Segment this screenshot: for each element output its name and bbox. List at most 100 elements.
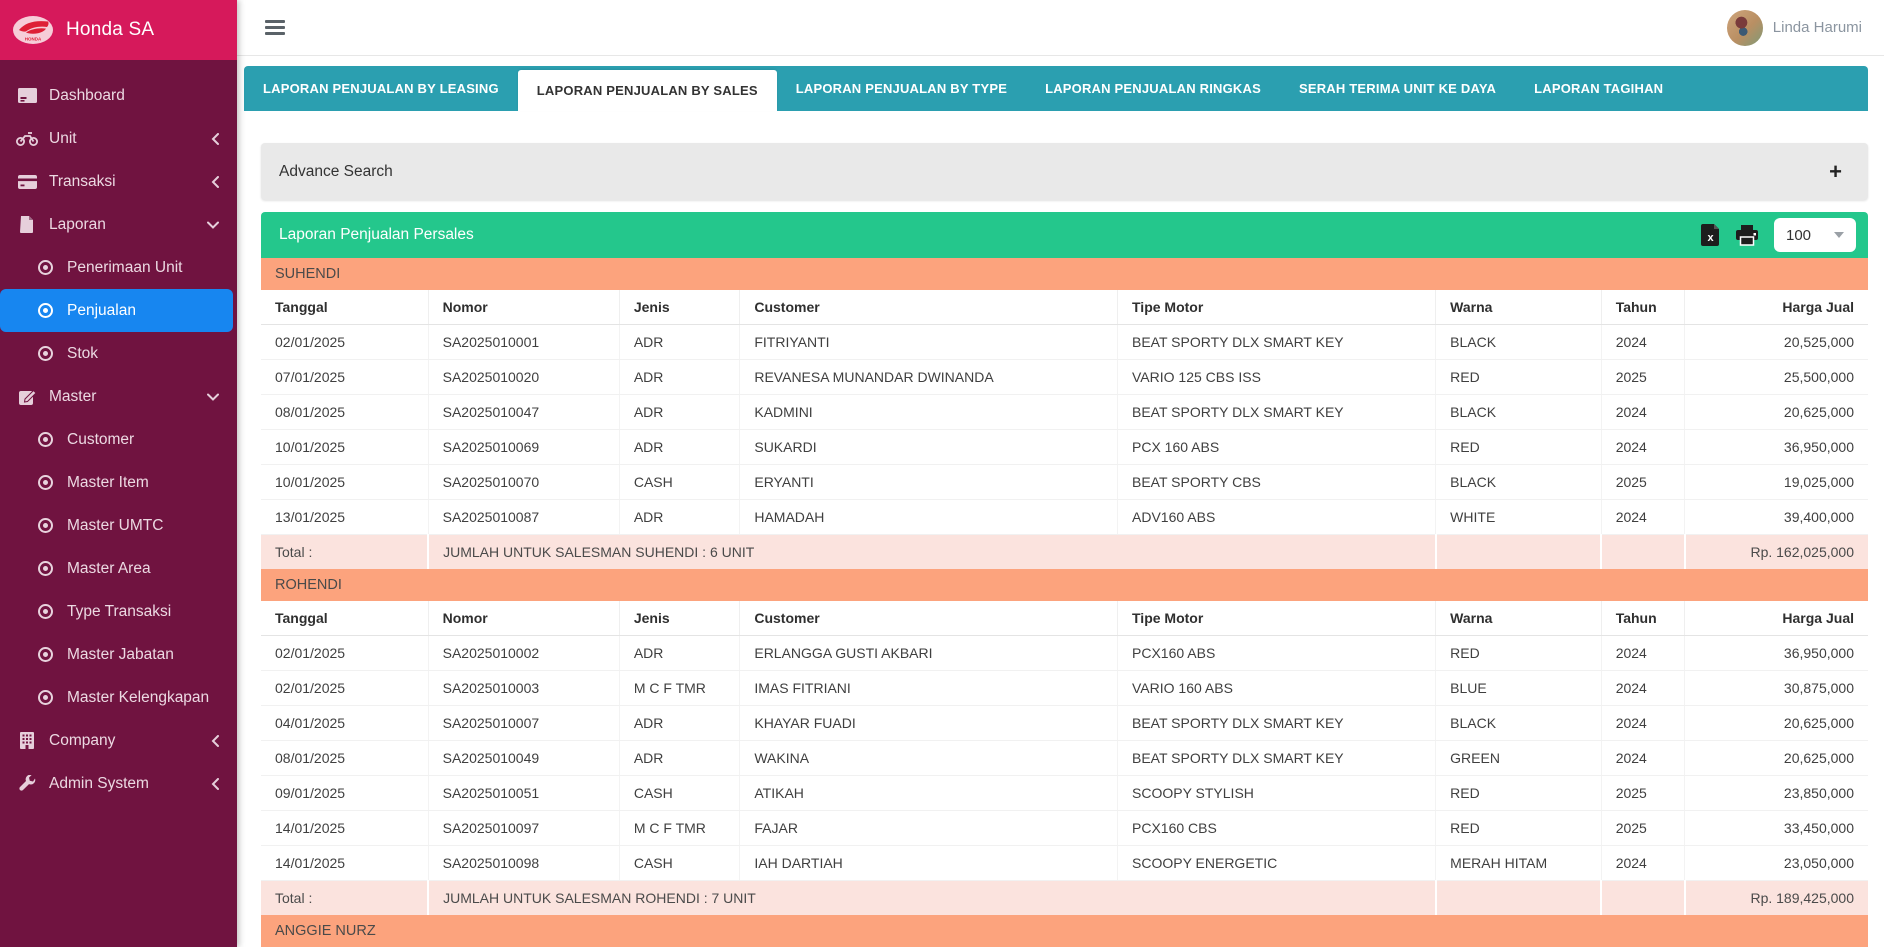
table-cell: BEAT SPORTY DLX SMART KEY [1117, 394, 1437, 430]
avatar [1726, 9, 1763, 46]
sidebar-item-master-item[interactable]: Master Item [0, 461, 237, 504]
sidebar-item-penerimaan-unit[interactable]: Penerimaan Unit [0, 246, 237, 289]
table-cell: CASH [619, 775, 741, 811]
table-cell: SA2025010007 [428, 705, 620, 741]
page-size-select[interactable]: 100 [1774, 218, 1856, 252]
table-cell: 02/01/2025 [261, 635, 429, 671]
advance-search-panel[interactable]: Advance Search + [261, 143, 1868, 200]
table-cell: BEAT SPORTY CBS [1117, 464, 1437, 500]
table-row: 10/01/2025 SA2025010070 CASH ERYANTI BEAT SP… [261, 464, 1868, 500]
sidebar-item-type-transaksi[interactable]: Type Transaksi [0, 590, 237, 633]
bullseye-icon [33, 561, 57, 576]
table-cell: 08/01/2025 [261, 740, 429, 776]
table-cell: SA2025010097 [428, 810, 620, 846]
sidebar-item-label: Master Kelengkapan [67, 688, 210, 706]
sidebar-item-label: Penerimaan Unit [67, 258, 183, 276]
table-row: 13/01/2025 SA2025010087 ADR HAMADAH ADV160 A… [261, 499, 1868, 535]
table-cell: SA2025010069 [428, 429, 620, 465]
content-area: LAPORAN PENJUALAN BY LEASING LAPORAN PENJ… [237, 56, 1884, 947]
sidebar-item-label: Laporan [49, 215, 106, 233]
column-header-harga-jual: Harga Jual [1684, 290, 1868, 325]
table-cell: RED [1435, 429, 1602, 465]
table-cell: ADR [619, 359, 741, 395]
table-cell: 20,625,000 [1684, 740, 1868, 776]
chevron-down-icon [1834, 232, 1844, 238]
sidebar-item-dashboard[interactable]: Dashboard [0, 74, 237, 117]
table-cell: SA2025010020 [428, 359, 620, 395]
export-excel-icon[interactable]: x [1701, 224, 1720, 246]
table-cell: MERAH HITAM [1435, 845, 1602, 881]
table-cell: ADR [619, 394, 741, 430]
tab-laporan-tagihan[interactable]: LAPORAN TAGIHAN [1534, 81, 1664, 96]
table-cell: 2025 [1601, 359, 1686, 395]
sidebar-item-admin-system[interactable]: Admin System [0, 762, 237, 805]
table-row: 08/01/2025 SA2025010049 ADR WAKINA BEAT SPOR… [261, 740, 1868, 776]
column-header-warna: Warna [1435, 290, 1602, 325]
table-cell: 20,625,000 [1684, 394, 1868, 430]
table-cell: VARIO 160 ABS [1117, 670, 1437, 706]
section-total-row: Total : JUMLAH UNTUK SALESMAN SUHENDI : 6… [261, 534, 1868, 569]
table-row: 07/01/2025 SA2025010020 ADR REVANESA MUNAND… [261, 359, 1868, 395]
sidebar-item-master-kelengkapan[interactable]: Master Kelengkapan [0, 676, 237, 719]
table-row: 02/01/2025 SA2025010001 ADR FITRIYANTI BEAT … [261, 324, 1868, 360]
sidebar-item-stok[interactable]: Stok [0, 332, 237, 375]
salesman-section-row: ANGGIE NURZ [261, 915, 1868, 947]
sidebar-item-master-area[interactable]: Master Area [0, 547, 237, 590]
table-cell: ERYANTI [739, 464, 1118, 500]
salesman-name: ANGGIE NURZ [261, 915, 1868, 947]
sidebar-item-master-umtc[interactable]: Master UMTC [0, 504, 237, 547]
table-cell: BLACK [1435, 394, 1602, 430]
table-cell: ADV160 ABS [1117, 499, 1437, 535]
table-cell: WAKINA [739, 740, 1118, 776]
tab-laporan-penjualan-by-leasing[interactable]: LAPORAN PENJUALAN BY LEASING [263, 81, 499, 96]
report-header: Laporan Penjualan Persales x [261, 212, 1868, 258]
table-cell: 2024 [1601, 394, 1686, 430]
print-icon[interactable] [1736, 224, 1758, 246]
table-cell: SCOOPY STYLISH [1117, 775, 1437, 811]
table-cell: 2025 [1601, 464, 1686, 500]
table-cell: WHITE [1435, 499, 1602, 535]
table-cell: REVANESA MUNANDAR DWINANDA [739, 359, 1118, 395]
edit-icon [15, 388, 39, 405]
table-cell: ERLANGGA GUSTI AKBARI [739, 635, 1118, 671]
sidebar-item-master-jabatan[interactable]: Master Jabatan [0, 633, 237, 676]
sidebar-item-transaksi[interactable]: Transaksi [0, 160, 237, 203]
sidebar-item-label: Penjualan [67, 301, 136, 319]
chevron-down-icon [207, 221, 219, 229]
sidebar-item-laporan[interactable]: Laporan [0, 203, 237, 246]
user-menu[interactable]: Linda Harumi [1726, 9, 1862, 46]
total-label: Total : [261, 880, 430, 915]
sidebar-item-penjualan[interactable]: Penjualan [0, 289, 233, 332]
salesman-name: ROHENDI [261, 569, 1868, 601]
expand-search-plus-icon[interactable]: + [1829, 158, 1842, 184]
table-cell: ADR [619, 499, 741, 535]
tab-laporan-penjualan-ringkas[interactable]: LAPORAN PENJUALAN RINGKAS [1045, 81, 1261, 96]
table-cell: RED [1435, 810, 1602, 846]
sidebar-item-master[interactable]: Master [0, 375, 237, 418]
bullseye-icon [33, 690, 57, 705]
table-cell: SA2025010070 [428, 464, 620, 500]
table-cell: BLACK [1435, 705, 1602, 741]
table-cell: ADR [619, 740, 741, 776]
chevron-left-icon [211, 132, 219, 145]
hamburger-menu-icon[interactable] [265, 17, 285, 38]
bullseye-icon [33, 432, 57, 447]
table-cell: 20,625,000 [1684, 705, 1868, 741]
table-cell: 30,875,000 [1684, 670, 1868, 706]
column-header-customer: Customer [739, 290, 1118, 325]
sidebar-item-unit[interactable]: Unit [0, 117, 237, 160]
table-cell: 36,950,000 [1684, 635, 1868, 671]
table-cell: 2024 [1601, 845, 1686, 881]
tab-laporan-penjualan-by-sales[interactable]: LAPORAN PENJUALAN BY SALES [517, 70, 777, 111]
sidebar-item-customer[interactable]: Customer [0, 418, 237, 461]
tab-laporan-penjualan-by-type[interactable]: LAPORAN PENJUALAN BY TYPE [795, 81, 1008, 96]
column-header-tahun: Tahun [1601, 290, 1686, 325]
column-header-tahun: Tahun [1601, 601, 1686, 636]
table-cell: 14/01/2025 [261, 810, 429, 846]
table-cell: RED [1435, 775, 1602, 811]
tab-serah-terima-unit-ke-daya[interactable]: SERAH TERIMA UNIT KE DAYA [1298, 81, 1497, 96]
dashboard-icon [15, 88, 39, 103]
table-cell: 2024 [1601, 499, 1686, 535]
sidebar-item-company[interactable]: Company [0, 719, 237, 762]
total-warna-empty [1435, 534, 1603, 569]
